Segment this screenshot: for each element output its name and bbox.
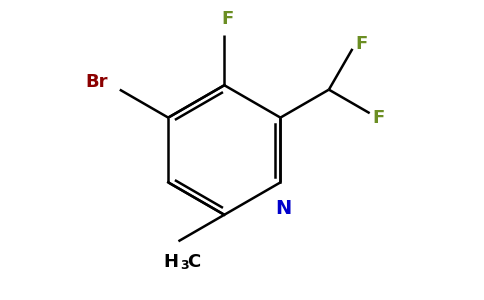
Text: F: F xyxy=(373,109,385,127)
Text: F: F xyxy=(221,10,233,28)
Text: 3: 3 xyxy=(180,259,189,272)
Text: N: N xyxy=(275,199,291,218)
Text: F: F xyxy=(355,35,368,53)
Text: C: C xyxy=(187,253,200,271)
Text: H: H xyxy=(164,253,179,271)
Text: Br: Br xyxy=(86,73,108,91)
